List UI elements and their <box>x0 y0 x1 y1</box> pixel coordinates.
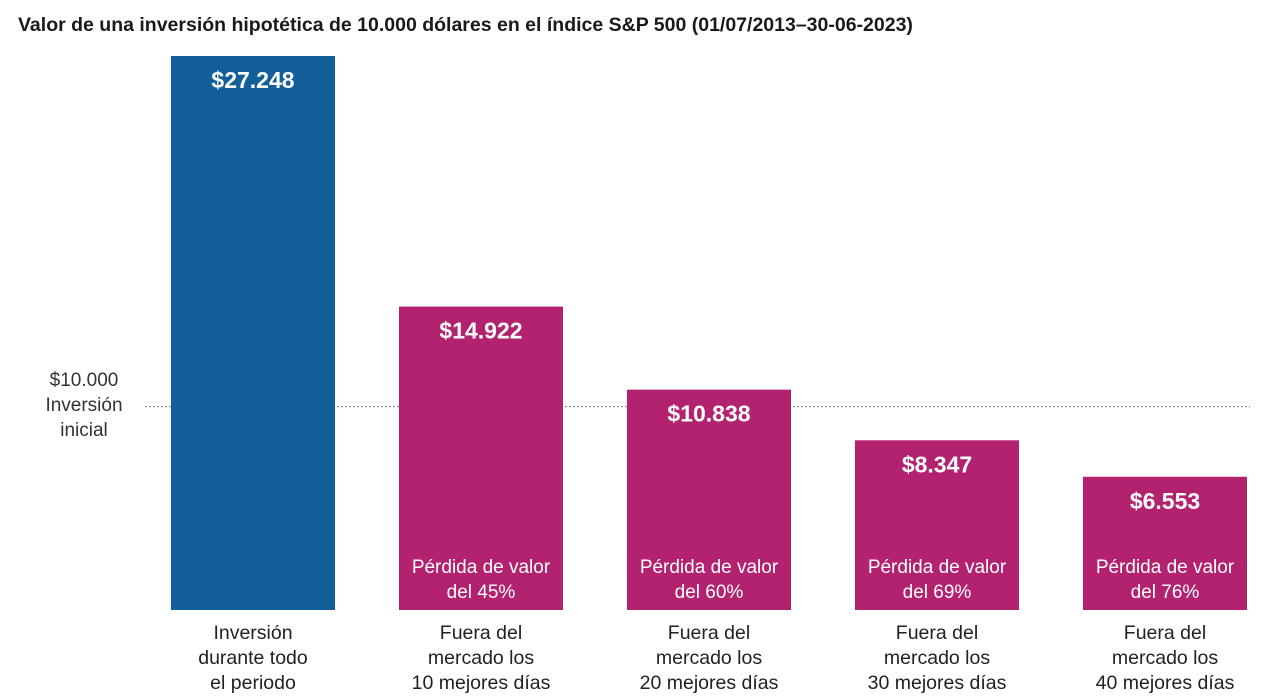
loss-label: del 60% <box>675 582 744 603</box>
category-label: el periodo <box>210 672 296 694</box>
category-label: mercado los <box>428 647 534 669</box>
category-label: mercado los <box>1112 647 1218 669</box>
reference-line-label: $10.000 Inversión inicial <box>20 368 148 443</box>
bar <box>855 440 1019 610</box>
loss-label: del 76% <box>1131 582 1200 603</box>
category-label: 20 mejores días <box>640 672 779 694</box>
bar-value-label: $10.838 <box>667 401 750 427</box>
loss-label: del 69% <box>903 582 972 603</box>
category-label: Fuera del <box>1124 622 1206 644</box>
loss-label: Pérdida de valor <box>1096 557 1235 578</box>
chart-title: Valor de una inversión hipotética de 10.… <box>18 14 913 36</box>
reference-text: Inversión <box>45 395 123 416</box>
bar <box>1083 476 1247 610</box>
reference-value: $10.000 <box>49 370 119 391</box>
bar <box>171 56 335 610</box>
bar <box>627 389 791 610</box>
category-label: mercado los <box>884 647 990 669</box>
loss-label: Pérdida de valor <box>868 557 1007 578</box>
category-label: Fuera del <box>668 622 750 644</box>
category-label: mercado los <box>656 647 762 669</box>
category-label: Inversión <box>213 622 292 644</box>
bar-value-label: $6.553 <box>1130 488 1200 514</box>
category-label: durante todo <box>198 647 308 669</box>
category-label: 10 mejores días <box>412 672 551 694</box>
bar <box>399 306 563 610</box>
loss-label: Pérdida de valor <box>412 557 551 578</box>
loss-label: Pérdida de valor <box>640 557 779 578</box>
reference-text: inicial <box>60 420 108 441</box>
category-label: 40 mejores días <box>1096 672 1235 694</box>
bar-value-label: $27.248 <box>211 67 294 93</box>
category-label: 30 mejores días <box>868 672 1007 694</box>
category-label: Fuera del <box>440 622 522 644</box>
loss-label: del 45% <box>447 582 516 603</box>
bar-value-label: $8.347 <box>902 451 972 477</box>
category-label: Fuera del <box>896 622 978 644</box>
bar-value-label: $14.922 <box>439 318 522 344</box>
